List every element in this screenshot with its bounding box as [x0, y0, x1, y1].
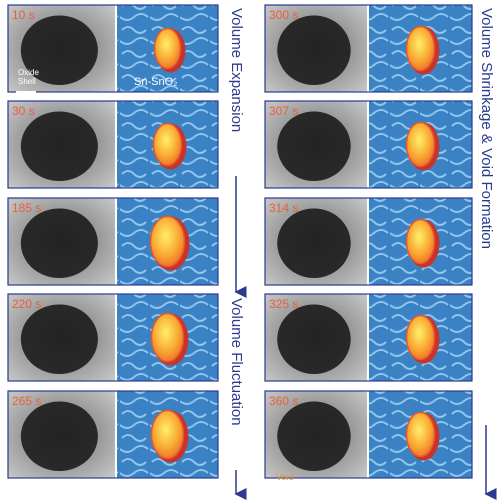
panel-border	[264, 293, 473, 382]
panel-border	[264, 390, 473, 479]
particle	[20, 208, 98, 279]
particle	[20, 15, 98, 86]
particle	[277, 304, 351, 375]
core	[405, 25, 436, 72]
particle	[20, 401, 98, 472]
time-label: 265 s	[12, 394, 42, 408]
time-label: 30 s	[12, 104, 35, 118]
core	[152, 122, 183, 167]
core	[149, 215, 186, 268]
particle	[20, 111, 98, 182]
panel-border	[264, 100, 473, 189]
side-label: Volume Fluctuation	[228, 298, 245, 426]
particle	[277, 208, 351, 279]
core	[405, 218, 436, 265]
void-label: Void	[276, 472, 294, 482]
core	[405, 121, 436, 168]
panel-border	[7, 293, 219, 382]
particle	[20, 304, 98, 375]
time-label: 325 s	[269, 297, 299, 311]
core	[153, 27, 182, 70]
time-label: 314 s	[269, 201, 299, 215]
scale-bar	[16, 91, 36, 94]
core	[405, 411, 436, 458]
panel-border	[7, 197, 219, 286]
panel-border	[264, 4, 473, 93]
time-label: 360 s	[269, 394, 299, 408]
particle	[277, 401, 351, 472]
panel-border	[264, 197, 473, 286]
side-label: Volume Expansion	[228, 8, 245, 133]
panel-border	[7, 100, 219, 189]
core	[150, 312, 185, 363]
time-label: 185 s	[12, 201, 42, 215]
time-label: 220 s	[12, 297, 42, 311]
time-label: 300 s	[269, 8, 299, 22]
material-label: Sn-SnO₂	[134, 76, 178, 88]
particle	[277, 15, 351, 86]
panel-border	[7, 4, 219, 93]
time-label: 10 s	[12, 8, 35, 22]
panel-border	[7, 390, 219, 479]
oxide-shell-label: Oxide Shell	[18, 68, 39, 86]
time-label: 307 s	[269, 104, 299, 118]
side-label: Volume Shrinkage & Void Formation	[478, 8, 495, 249]
core	[405, 314, 436, 361]
core	[150, 409, 185, 460]
particle	[277, 111, 351, 182]
